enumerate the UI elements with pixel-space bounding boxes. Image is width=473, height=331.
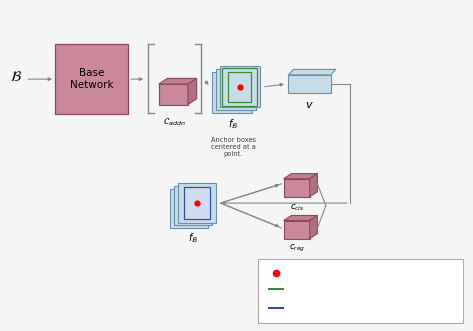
FancyBboxPatch shape (158, 84, 188, 105)
Polygon shape (284, 173, 317, 179)
FancyBboxPatch shape (216, 69, 256, 110)
Text: Anchors centered at $\mathbf{P}$.: Anchors centered at $\mathbf{P}$. (291, 284, 384, 295)
Text: $v$: $v$ (305, 100, 314, 110)
Text: $f_{\mathcal{B}}$: $f_{\mathcal{B}}$ (228, 117, 238, 130)
FancyBboxPatch shape (284, 220, 310, 239)
Text: Detection at $\mathbf{P}$.: Detection at $\mathbf{P}$. (291, 302, 352, 313)
FancyBboxPatch shape (174, 186, 212, 225)
FancyBboxPatch shape (170, 189, 208, 228)
Text: $\mathcal{C}_{addn}$: $\mathcal{C}_{addn}$ (163, 117, 185, 128)
FancyBboxPatch shape (184, 187, 210, 219)
Polygon shape (310, 173, 317, 197)
Polygon shape (284, 215, 317, 220)
FancyBboxPatch shape (289, 75, 331, 93)
Text: $c_{reg}$: $c_{reg}$ (289, 243, 305, 254)
FancyBboxPatch shape (219, 66, 260, 108)
Polygon shape (289, 70, 336, 75)
Text: $c_{cls}$: $c_{cls}$ (289, 202, 304, 213)
Text: A specific point $\mathbf{P}$.: A specific point $\mathbf{P}$. (291, 266, 364, 279)
Polygon shape (158, 78, 197, 84)
FancyBboxPatch shape (55, 44, 128, 115)
Polygon shape (310, 215, 317, 239)
FancyBboxPatch shape (284, 179, 310, 197)
FancyBboxPatch shape (178, 183, 216, 223)
Text: $f_{\mathcal{B}}$: $f_{\mathcal{B}}$ (188, 231, 198, 245)
Polygon shape (188, 78, 197, 105)
Text: Base
Network: Base Network (70, 68, 114, 90)
Text: $\mathcal{B}$: $\mathcal{B}$ (10, 70, 22, 83)
FancyBboxPatch shape (258, 259, 463, 323)
Text: Anchor boxes
centered at a
point.: Anchor boxes centered at a point. (210, 137, 256, 157)
FancyBboxPatch shape (212, 71, 252, 113)
